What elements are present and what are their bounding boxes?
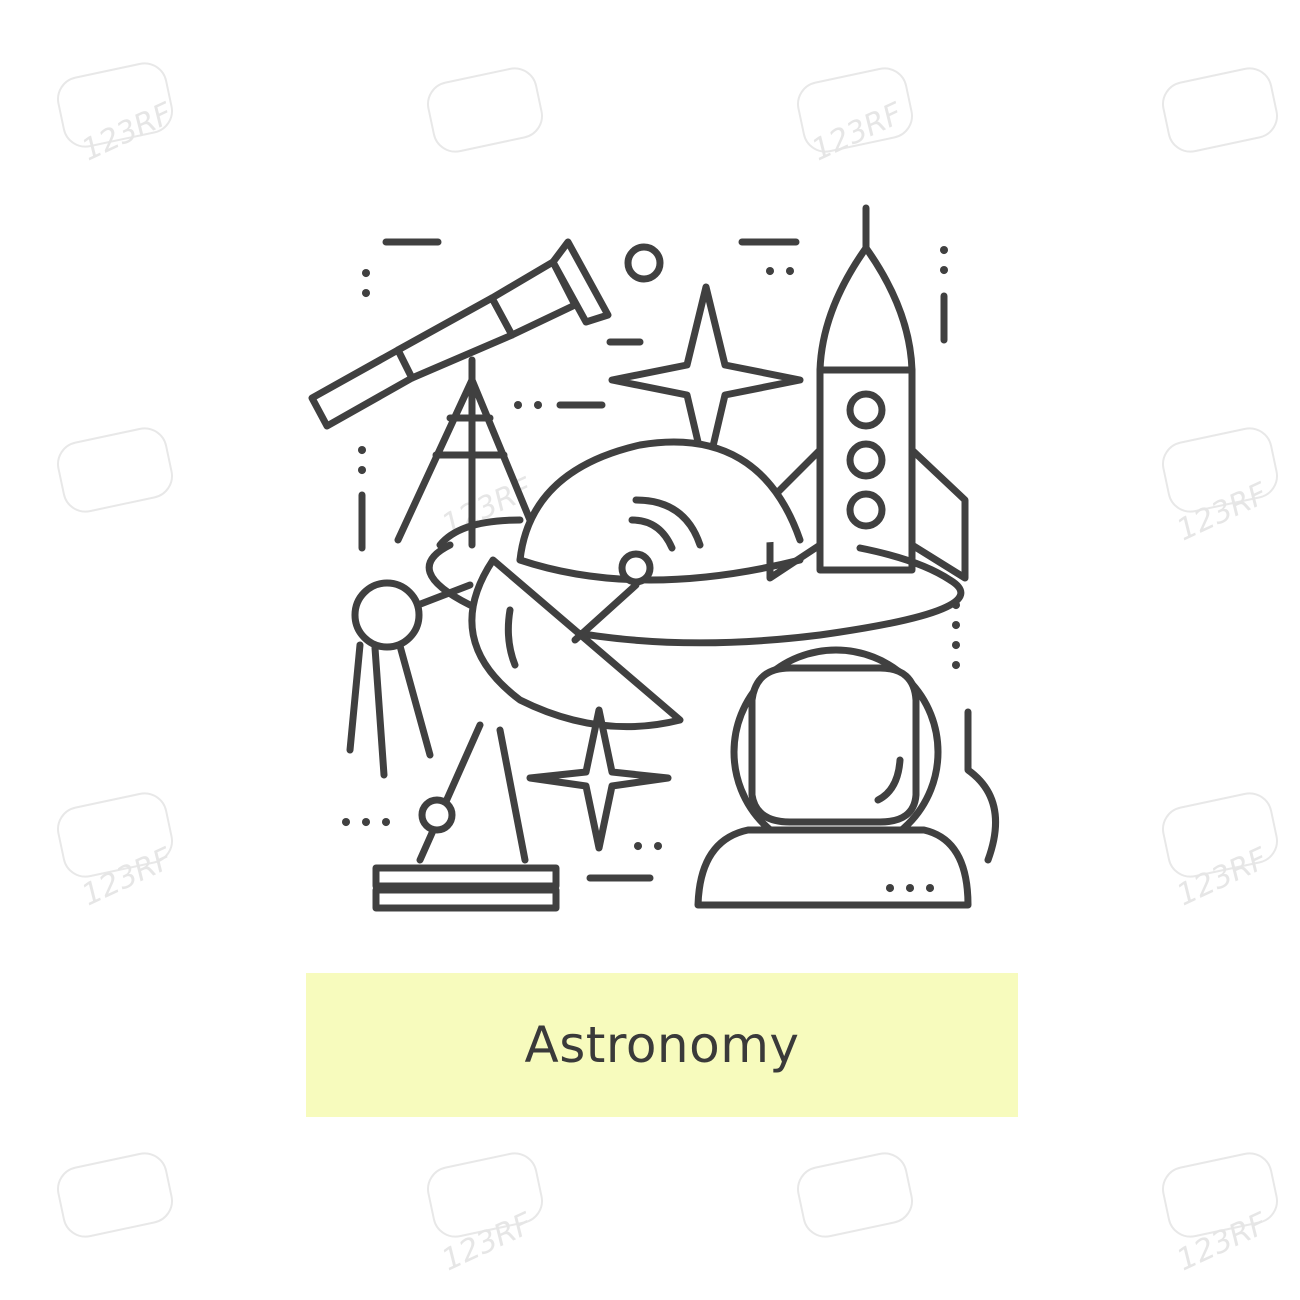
sputnik-icon [346, 579, 474, 779]
astronaut-helmet-icon [694, 646, 1000, 909]
moon-icon [624, 243, 664, 283]
rocket-icon [766, 204, 969, 582]
watermark-stamp [57, 62, 1278, 1238]
telescope-icon [308, 238, 612, 549]
caption-title: Astronomy [524, 1016, 800, 1074]
signal-waves-icon [628, 496, 704, 552]
decorative-dots [342, 246, 960, 893]
small-star-icon [526, 706, 672, 852]
satellite-dish-icon [372, 550, 684, 912]
decorative-dashes [358, 238, 948, 882]
caption-band: Astronomy [306, 973, 1018, 1117]
